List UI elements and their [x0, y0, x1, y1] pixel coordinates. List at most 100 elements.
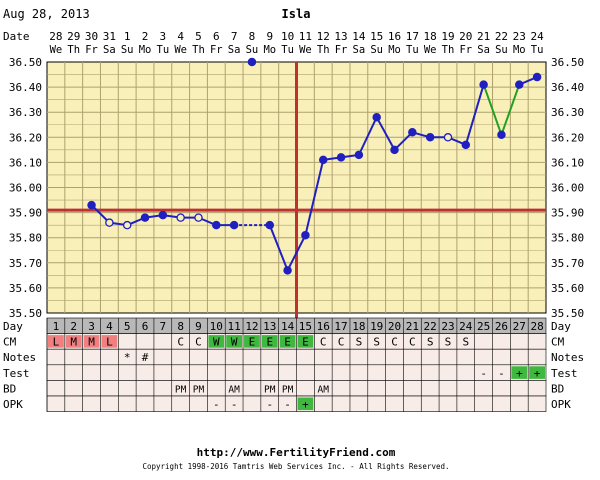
- cell-day: 17: [334, 320, 347, 333]
- date-tick: 21: [477, 30, 490, 43]
- cell-cm: E: [302, 336, 309, 349]
- temp-point: [390, 145, 399, 155]
- y-tick-left: 35.60: [9, 282, 42, 295]
- cell-day: 5: [124, 320, 131, 333]
- weekday-tick: Fr: [210, 44, 223, 56]
- temp-line-segment: [286, 234, 307, 271]
- row-label-right: OPK: [551, 398, 571, 411]
- cell-opk: -: [213, 398, 220, 411]
- weekday-tick: Mo: [263, 44, 276, 56]
- temp-point: [212, 220, 221, 230]
- temp-point: [229, 220, 239, 230]
- weekday-tick: Sa: [477, 44, 490, 56]
- cell-cm: M: [70, 336, 77, 349]
- row-label-left: BD: [3, 382, 16, 395]
- y-tick-right: 35.50: [551, 307, 584, 320]
- weekday-tick: Mo: [139, 44, 152, 56]
- cell-day: 2: [70, 320, 77, 333]
- row-label-left: CM: [3, 336, 17, 349]
- temp-point: [336, 153, 346, 162]
- weekday-tick: Th: [442, 44, 455, 56]
- cell-day: 18: [352, 320, 365, 333]
- cell-day: 22: [424, 320, 437, 333]
- cell-highlight: [529, 366, 545, 379]
- y-tick-left: 35.70: [9, 257, 42, 270]
- cell-cm: L: [106, 336, 113, 349]
- cell-highlight: [48, 335, 64, 348]
- cell-day: 27: [513, 320, 526, 333]
- cell-cm: E: [266, 336, 273, 349]
- cell-highlight: [244, 335, 260, 348]
- cell-day: 4: [106, 320, 113, 333]
- temp-point: [194, 213, 203, 222]
- cell-day: 24: [459, 320, 473, 333]
- cell-highlight: [83, 335, 100, 348]
- temp-point: [176, 213, 185, 222]
- y-tick-left: 36.30: [9, 106, 42, 119]
- cell-highlight: [65, 335, 82, 348]
- date-tick: 24: [530, 30, 544, 43]
- row-label-left: OPK: [3, 398, 23, 411]
- cell-cm: C: [195, 336, 202, 349]
- cell-highlight: [297, 335, 314, 348]
- date-tick: 6: [213, 30, 220, 43]
- cell-notes: *: [124, 351, 131, 364]
- temp-point: [408, 128, 417, 137]
- date-tick: 8: [249, 30, 256, 43]
- temp-point: [247, 57, 257, 67]
- temp-point: [158, 210, 168, 220]
- cell-cm: S: [373, 336, 380, 349]
- cell-highlight: [297, 397, 314, 411]
- row-label-right: CM: [551, 336, 565, 349]
- weekday-tick: Th: [67, 44, 80, 56]
- cell-cm: L: [53, 336, 60, 349]
- row-label-left: Day: [3, 320, 23, 333]
- date-tick: 28: [49, 30, 62, 43]
- cell-cm: S: [427, 336, 434, 349]
- date-tick: 9: [266, 30, 273, 43]
- cell-test: -: [480, 367, 487, 380]
- temp-line-segment: [268, 224, 289, 271]
- cell-day: 13: [263, 320, 276, 333]
- cell-cm: C: [177, 336, 184, 349]
- weekday-tick: We: [50, 44, 63, 56]
- cell-bd: PM: [193, 384, 205, 395]
- weekday-tick: Th: [192, 44, 205, 56]
- y-tick-left: 35.50: [9, 307, 42, 320]
- cell-day: 3: [88, 320, 95, 333]
- weekday-tick: Tu: [281, 44, 294, 56]
- date-tick: 15: [370, 30, 383, 43]
- cell-highlight: [261, 335, 278, 348]
- date-tick: 1: [124, 30, 131, 43]
- temp-line-segment: [500, 84, 521, 136]
- weekday-tick: We: [299, 44, 312, 56]
- cell-test: +: [534, 367, 541, 380]
- cell-cm: W: [231, 336, 238, 349]
- weekday-tick: Tu: [531, 44, 544, 56]
- cell-opk: -: [284, 398, 291, 411]
- footer-url[interactable]: http://www.FertilityFriend.com: [197, 446, 396, 459]
- weekday-tick: Sa: [103, 44, 116, 56]
- y-tick-right: 36.30: [551, 106, 584, 119]
- date-tick: 29: [67, 30, 80, 43]
- y-tick-right: 36.20: [551, 131, 584, 144]
- date-tick: 5: [195, 30, 202, 43]
- y-tick-left: 36.10: [9, 156, 42, 169]
- chart-owner-name: Isla: [282, 7, 311, 21]
- temp-line-segment: [304, 159, 325, 236]
- weekday-tick: Su: [246, 44, 259, 56]
- row-label-right: Notes: [551, 351, 584, 364]
- date-tick: 23: [513, 30, 526, 43]
- weekday-tick: Fr: [459, 44, 472, 56]
- y-tick-left: 36.40: [9, 81, 42, 94]
- temp-point: [318, 155, 328, 165]
- temp-point: [301, 230, 310, 240]
- y-tick-right: 36.50: [551, 56, 584, 69]
- cell-highlight: [279, 335, 296, 348]
- date-tick: 30: [85, 30, 98, 43]
- temp-point: [461, 140, 471, 150]
- weekday-tick: We: [174, 44, 187, 56]
- cell-day: 7: [160, 320, 167, 333]
